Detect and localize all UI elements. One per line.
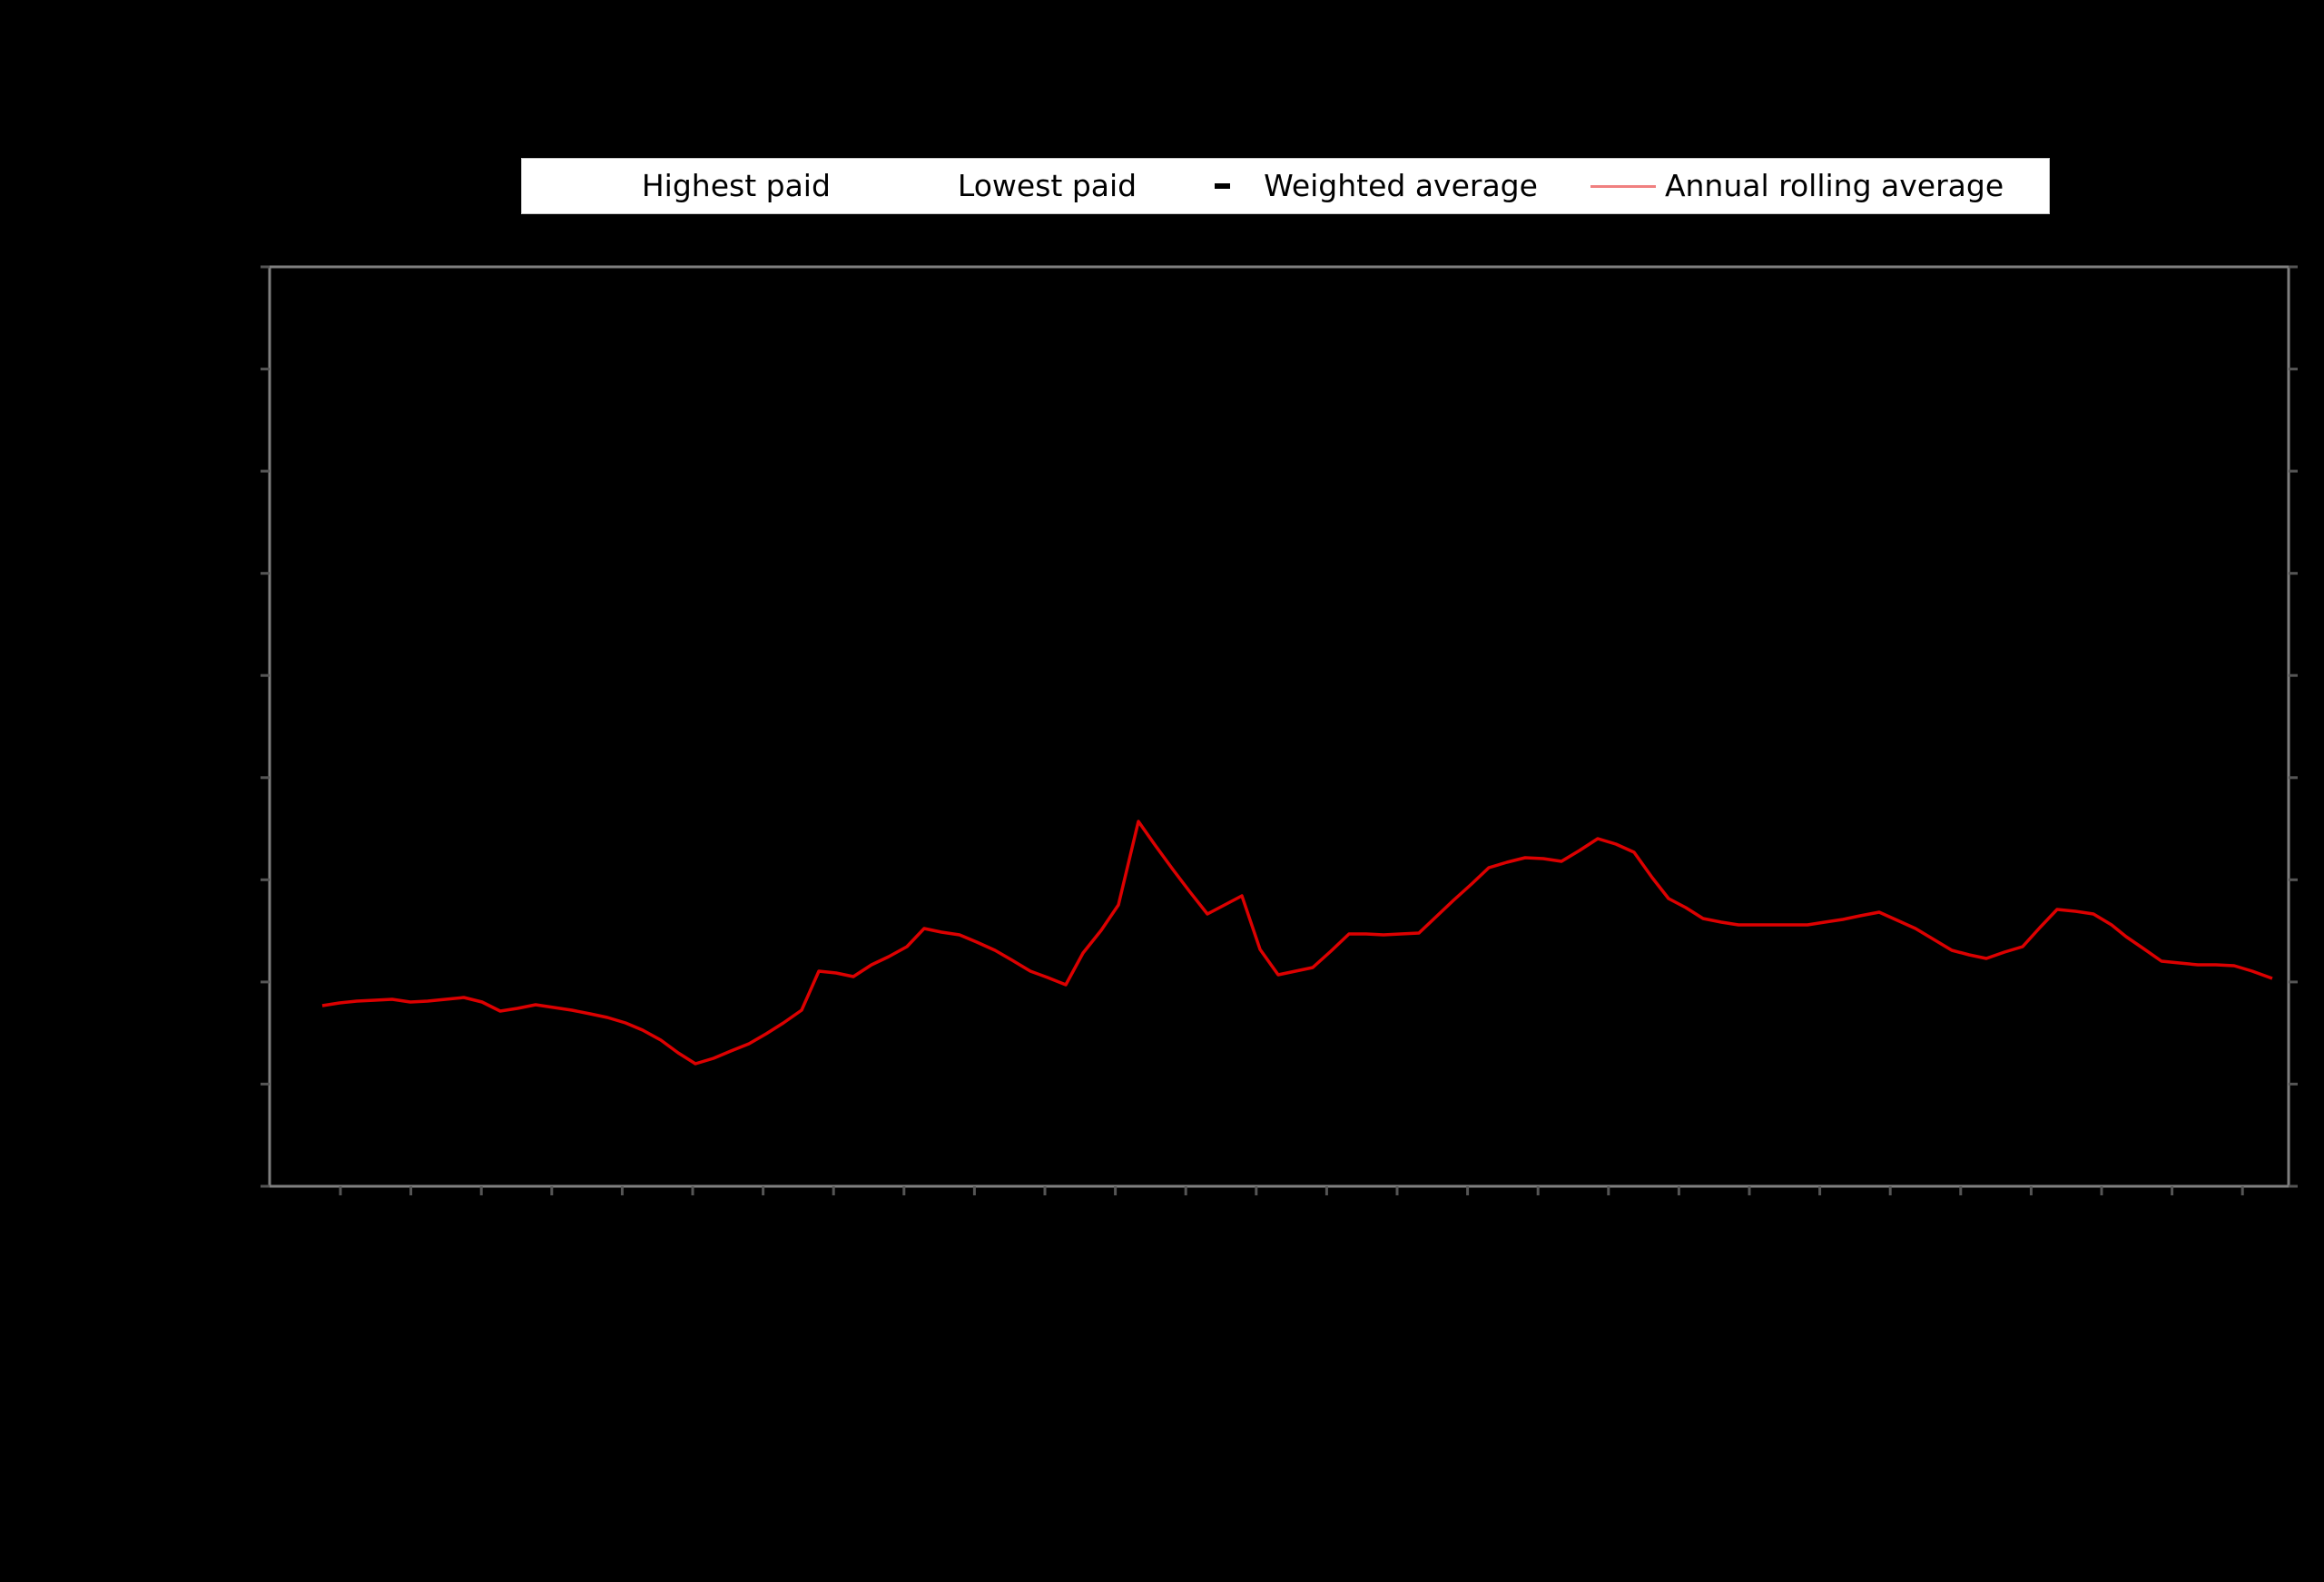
legend-entry-highest-paid: Highest paid <box>567 158 831 214</box>
legend-entry-lowest-paid: Lowest paid <box>883 158 1137 214</box>
rolling-average-line <box>321 820 2273 1066</box>
legend-label-annual-rolling-average: Annual rolling average <box>1664 168 2004 203</box>
legend-entry-annual-rolling-average: Annual rolling average <box>1590 158 2004 214</box>
legend: Highest paid Lowest paid Weighted averag… <box>521 158 2050 214</box>
legend-entry-weighted-average: Weighted average <box>1189 158 1538 214</box>
legend-label-highest-paid: Highest paid <box>641 168 831 203</box>
legend-label-lowest-paid: Lowest paid <box>957 168 1137 203</box>
legend-label-weighted-average: Weighted average <box>1264 168 1538 203</box>
weighted-average-dash-icon <box>1189 183 1255 189</box>
plot-frame <box>268 265 2290 1188</box>
annual-rolling-average-line-icon <box>1590 184 1656 188</box>
